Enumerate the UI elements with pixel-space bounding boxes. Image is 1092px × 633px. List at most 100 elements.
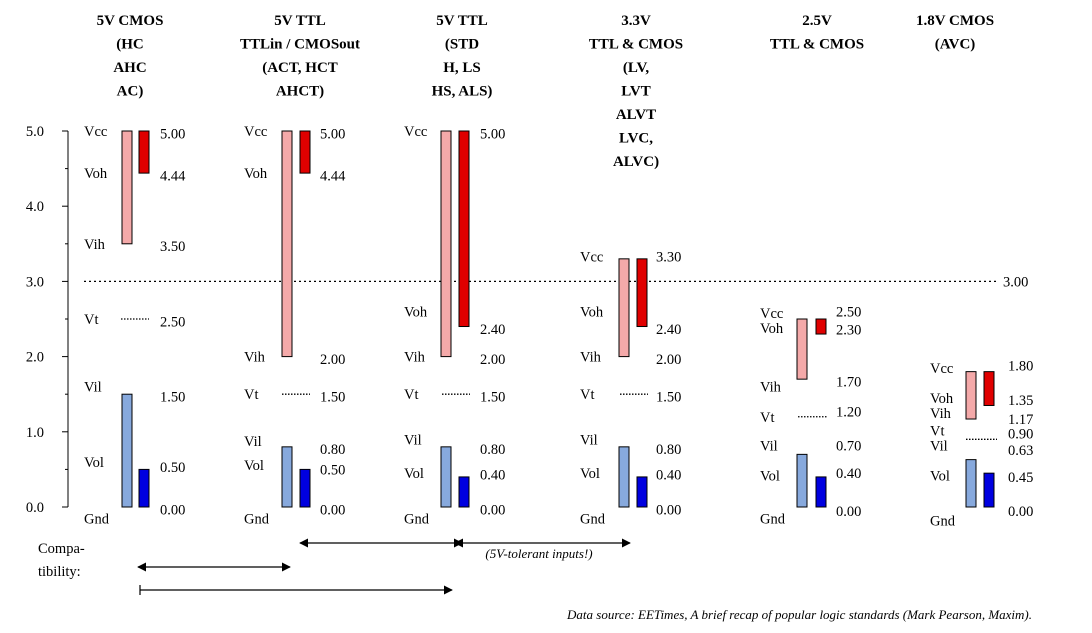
family-header-line: (HC bbox=[116, 37, 144, 53]
level-value: 0.80 bbox=[320, 442, 345, 458]
family-header-line: HS, ALS) bbox=[432, 84, 493, 100]
level-value: 0.63 bbox=[1008, 443, 1033, 459]
level-label-vcc: Vcc bbox=[760, 306, 783, 322]
family-lv33: 3.3V TTL & CMOS (LV, LVT ALVT LVC, ALVC) Vcc Voh… bbox=[580, 13, 683, 527]
level-value: 2.00 bbox=[656, 352, 681, 368]
level-label-vol: Vol bbox=[404, 466, 424, 482]
family-header-line: ALVC) bbox=[613, 154, 659, 170]
family-header-line: 5V TTL bbox=[436, 13, 488, 29]
family-header-line: (ACT, HCT bbox=[262, 60, 338, 76]
level-label-vol: Vol bbox=[244, 458, 264, 474]
level-value: 1.50 bbox=[480, 389, 505, 405]
level-value: 1.50 bbox=[656, 389, 681, 405]
level-label-vil: Vil bbox=[84, 380, 102, 396]
family-cmos5: 5V CMOS (HC AHC AC) Vcc Voh Vih Vt Vil Vol Gnd 5.00… bbox=[84, 13, 186, 527]
level-label-vcc: Vcc bbox=[930, 361, 953, 377]
family-header-line: 5V CMOS bbox=[97, 13, 164, 29]
level-value: 5.00 bbox=[160, 126, 185, 142]
level-label-vcc: Vcc bbox=[244, 124, 267, 140]
family-ttl5_std: 5V TTL (STD H, LS HS, ALS) Vcc Voh Vih Vt Vil Vol… bbox=[404, 13, 505, 527]
level-value: 0.45 bbox=[1008, 470, 1033, 486]
level-value: 2.50 bbox=[836, 304, 861, 320]
level-value: 0.40 bbox=[836, 466, 861, 482]
family-header-line: ALVT bbox=[616, 107, 656, 123]
level-value: 0.80 bbox=[480, 442, 505, 458]
source-note: Data source: EETimes, A brief recap of p… bbox=[566, 607, 1032, 622]
level-value: 0.00 bbox=[480, 502, 505, 518]
input-low-bar bbox=[796, 453, 808, 508]
family-header-line: TTL & CMOS bbox=[770, 37, 864, 53]
output-low-bar bbox=[636, 476, 648, 508]
level-value: 0.00 bbox=[656, 502, 681, 518]
level-value: 0.70 bbox=[836, 438, 861, 454]
level-value: 2.40 bbox=[480, 322, 505, 338]
output-low-bar bbox=[138, 468, 150, 508]
level-label-vt: Vt bbox=[244, 387, 259, 403]
output-low-bar bbox=[983, 472, 995, 508]
family-header-line: TTL & CMOS bbox=[589, 37, 683, 53]
level-label-vol: Vol bbox=[580, 466, 600, 482]
input-low-bar bbox=[121, 393, 133, 508]
level-value: 0.40 bbox=[480, 468, 505, 484]
level-value: 0.00 bbox=[1008, 504, 1033, 520]
level-label-vil: Vil bbox=[580, 432, 598, 448]
level-label-gnd: Gnd bbox=[404, 511, 430, 527]
level-value: 5.00 bbox=[320, 126, 345, 142]
level-label-voh: Voh bbox=[244, 166, 268, 182]
level-value: 0.00 bbox=[836, 504, 861, 520]
level-value: 0.00 bbox=[320, 502, 345, 518]
input-low-bar bbox=[618, 446, 630, 508]
level-label-voh: Voh bbox=[930, 391, 954, 407]
input-high-bar bbox=[618, 258, 630, 358]
level-value: 2.50 bbox=[160, 314, 185, 330]
level-value: 2.00 bbox=[320, 352, 345, 368]
level-label-gnd: Gnd bbox=[580, 511, 606, 527]
input-high-bar bbox=[121, 130, 133, 245]
level-value: 2.40 bbox=[656, 322, 681, 338]
output-low-bar bbox=[458, 476, 470, 508]
level-value: 0.00 bbox=[160, 502, 185, 518]
level-label-vil: Vil bbox=[930, 438, 948, 454]
family-header-line: (LV, bbox=[623, 60, 650, 76]
reference-line-group: 3.00 bbox=[84, 274, 1028, 290]
level-label-voh: Voh bbox=[580, 304, 604, 320]
level-label-gnd: Gnd bbox=[84, 511, 110, 527]
level-value: 0.80 bbox=[656, 442, 681, 458]
compatibility-group: Compa-tibility: (5V-tolerant inputs!) bbox=[38, 538, 631, 595]
input-low-bar bbox=[281, 446, 293, 508]
output-high-bar bbox=[636, 258, 648, 328]
output-high-bar bbox=[458, 130, 470, 328]
y-tick-label: 4.0 bbox=[26, 199, 44, 215]
compatibility-note: (5V-tolerant inputs!) bbox=[485, 546, 592, 561]
level-value: 3.30 bbox=[656, 250, 681, 266]
input-high-bar bbox=[965, 371, 977, 420]
level-label-vcc: Vcc bbox=[580, 250, 603, 266]
family-header-line: LVC, bbox=[619, 131, 653, 147]
level-value: 1.50 bbox=[160, 389, 185, 405]
family-header-line: 1.8V CMOS bbox=[916, 13, 994, 29]
family-header-line: LVT bbox=[621, 84, 650, 100]
level-label-gnd: Gnd bbox=[244, 511, 270, 527]
family-header-line: TTLin / CMOSout bbox=[240, 37, 360, 53]
reference-line-label: 3.00 bbox=[1003, 274, 1028, 290]
level-label-vil: Vil bbox=[760, 438, 778, 454]
family-header-line: (STD bbox=[445, 37, 479, 53]
compatibility-label: Compa- bbox=[38, 541, 85, 557]
level-label-vcc: Vcc bbox=[84, 124, 107, 140]
compatibility-label: tibility: bbox=[38, 564, 81, 580]
families-group: 5V CMOS(HCAHCAC)VccVohVihVtVilVolGnd5.00… bbox=[84, 13, 1033, 530]
output-low-bar bbox=[815, 476, 827, 508]
level-label-vol: Vol bbox=[930, 468, 950, 484]
input-low-bar bbox=[440, 446, 452, 508]
y-tick-label: 5.0 bbox=[26, 124, 44, 140]
level-value: 1.20 bbox=[836, 404, 861, 420]
level-value: 1.70 bbox=[836, 374, 861, 390]
input-high-bar bbox=[281, 130, 293, 358]
level-value: 0.40 bbox=[656, 468, 681, 484]
input-high-bar bbox=[796, 318, 808, 380]
level-label-vol: Vol bbox=[760, 468, 780, 484]
level-label-vt: Vt bbox=[84, 312, 99, 328]
family-header-line: H, LS bbox=[443, 60, 481, 76]
